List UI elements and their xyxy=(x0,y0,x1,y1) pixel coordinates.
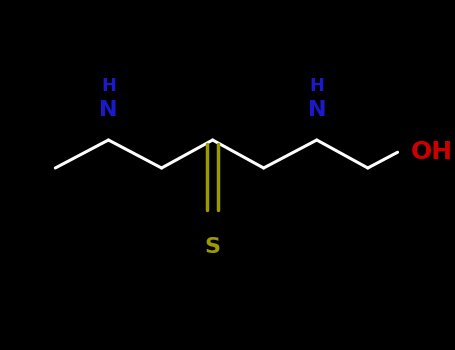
Text: N: N xyxy=(308,100,326,120)
Text: H: H xyxy=(309,77,324,95)
Text: S: S xyxy=(205,237,221,257)
Text: OH: OH xyxy=(410,140,452,164)
Text: N: N xyxy=(99,100,118,120)
Text: H: H xyxy=(101,77,116,95)
